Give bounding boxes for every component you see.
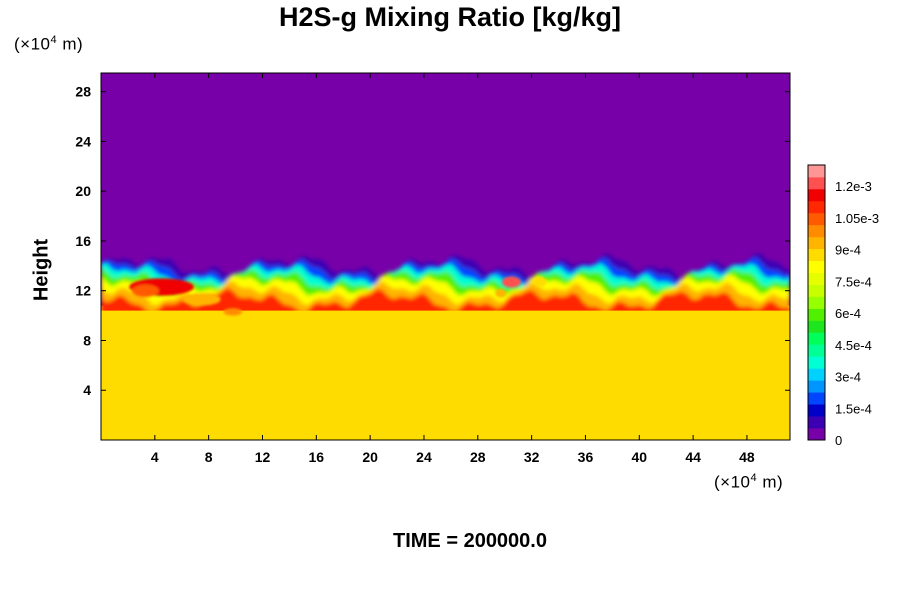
colorbar-swatch: [808, 201, 825, 213]
colorbar-swatch: [808, 225, 825, 237]
time-label: TIME = 200000.0: [0, 530, 900, 553]
colorbar-tick-label: 0: [835, 433, 842, 448]
x-tick-label: 28: [470, 449, 486, 465]
x-axis-unit-label: (×104 m): [714, 472, 783, 493]
x-tick-label: 44: [685, 449, 701, 465]
colorbar-tick-label: 1.5e-4: [835, 401, 872, 416]
colorbar-tick-label: 6e-4: [835, 306, 861, 321]
y-tick-label: 16: [75, 233, 91, 249]
x-tick-label: 8: [205, 449, 213, 465]
colorbar-swatch: [808, 428, 825, 440]
x-tick-label: 24: [416, 449, 432, 465]
concentration-patch: [502, 276, 521, 287]
colorbar-tick-label: 4.5e-4: [835, 338, 872, 353]
colorbar-swatch: [808, 213, 825, 225]
y-tick-label: 20: [75, 183, 91, 199]
colorbar-swatch: [808, 273, 825, 285]
colorbar-swatch: [808, 308, 825, 320]
heatmap-field: [101, 73, 790, 440]
colorbar-tick-label: 1.05e-3: [835, 211, 879, 226]
lower-region-fill: [101, 311, 790, 440]
y-tick-label: 28: [75, 84, 91, 100]
colorbar-swatch: [808, 297, 825, 309]
x-tick-label: 32: [524, 449, 540, 465]
colorbar: 0 1.5e-4 3e-4 4.5e-4 6e-4 7.5e-4 9e-4 1.05e-3 1.…: [808, 165, 879, 448]
colorbar-swatch: [808, 320, 825, 332]
colorbar-swatch: [808, 285, 825, 297]
y-tick-label: 24: [75, 133, 91, 149]
x-tick-label: 16: [309, 449, 325, 465]
x-tick-label: 48: [739, 449, 755, 465]
x-tick-label: 36: [578, 449, 594, 465]
colorbar-swatch: [808, 416, 825, 428]
colorbar-swatch: [808, 189, 825, 201]
colorbar-swatch: [808, 368, 825, 380]
y-tick-label: 12: [75, 283, 91, 299]
colorbar-tick-label: 1.2e-3: [835, 179, 872, 194]
colorbar-tick-label: 3e-4: [835, 370, 861, 385]
colorbar-tick-label: 9e-4: [835, 243, 861, 258]
concentration-patch: [223, 308, 242, 315]
y-tick-label: 8: [83, 332, 91, 348]
concentration-patch: [183, 293, 221, 305]
concentration-patch: [495, 289, 506, 298]
colorbar-swatch: [808, 261, 825, 273]
x-tick-label: 4: [151, 449, 159, 465]
x-tick-label: 20: [362, 449, 378, 465]
colorbar-swatch: [808, 356, 825, 368]
x-tick-label: 12: [255, 449, 271, 465]
concentration-patch: [132, 285, 159, 297]
colorbar-swatch: [808, 237, 825, 249]
colorbar-swatch: [808, 380, 825, 392]
concentration-patch: [533, 277, 546, 287]
colorbar-swatch: [808, 249, 825, 261]
colorbar-swatch: [808, 177, 825, 189]
x-tick-label: 40: [631, 449, 647, 465]
colorbar-swatch: [808, 165, 825, 177]
colorbar-swatch: [808, 344, 825, 356]
colorbar-tick-label: 7.5e-4: [835, 274, 872, 289]
y-tick-label: 4: [83, 382, 91, 398]
colorbar-swatch: [808, 392, 825, 404]
colorbar-swatch: [808, 404, 825, 416]
colorbar-swatch: [808, 332, 825, 344]
